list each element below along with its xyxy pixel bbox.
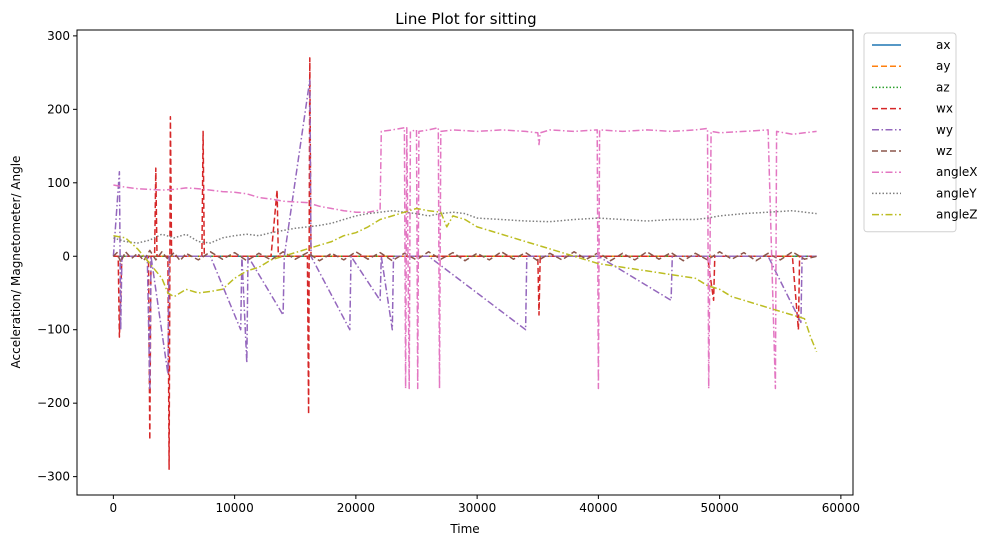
x-tick-label: 10000 — [216, 501, 254, 515]
y-axis: −300 −200 −100 0 100 200 300 — [37, 29, 77, 484]
legend-label-ax: ax — [936, 38, 950, 52]
legend-label-anglez: angleZ — [936, 208, 978, 222]
x-tick-label: 60000 — [822, 501, 860, 515]
legend-label-wz: wz — [936, 144, 952, 158]
legend-label-angley: angleY — [936, 186, 977, 200]
x-axis: 0 10000 20000 30000 40000 50000 60000 — [110, 495, 860, 515]
legend-label-anglex: angleX — [936, 165, 978, 179]
series-angley — [113, 209, 817, 244]
legend-label-wx: wx — [936, 102, 953, 116]
series-layer — [112, 57, 818, 471]
y-tick-label: −300 — [37, 470, 70, 484]
x-tick-label: 30000 — [458, 501, 496, 515]
y-tick-label: 100 — [47, 176, 70, 190]
y-axis-label: Acceleration/ Magnetometer/ Angle — [9, 156, 23, 369]
x-tick-label: 20000 — [337, 501, 375, 515]
series-anglex — [113, 126, 817, 390]
legend-box — [863, 32, 957, 233]
x-tick-label: 40000 — [579, 501, 617, 515]
x-tick-label: 50000 — [701, 501, 739, 515]
y-tick-label: −100 — [37, 323, 70, 337]
x-tick-label: 0 — [110, 501, 118, 515]
series-wy — [112, 79, 817, 390]
y-tick-label: 200 — [47, 102, 70, 116]
y-tick-label: 0 — [62, 249, 70, 263]
legend-label-ay: ay — [936, 59, 950, 73]
legend-label-az: az — [936, 80, 950, 94]
plot-frame — [76, 29, 854, 496]
series-wz — [112, 249, 817, 263]
x-axis-label: Time — [449, 522, 479, 536]
series-wx — [113, 57, 817, 471]
legend: ax ay az wx wy wz angleX angleY angleZ — [863, 32, 978, 233]
y-tick-label: 300 — [47, 29, 70, 43]
legend-label-wy: wy — [936, 123, 953, 137]
chart-title: Line Plot for sitting — [395, 10, 536, 28]
y-tick-label: −200 — [37, 396, 70, 410]
